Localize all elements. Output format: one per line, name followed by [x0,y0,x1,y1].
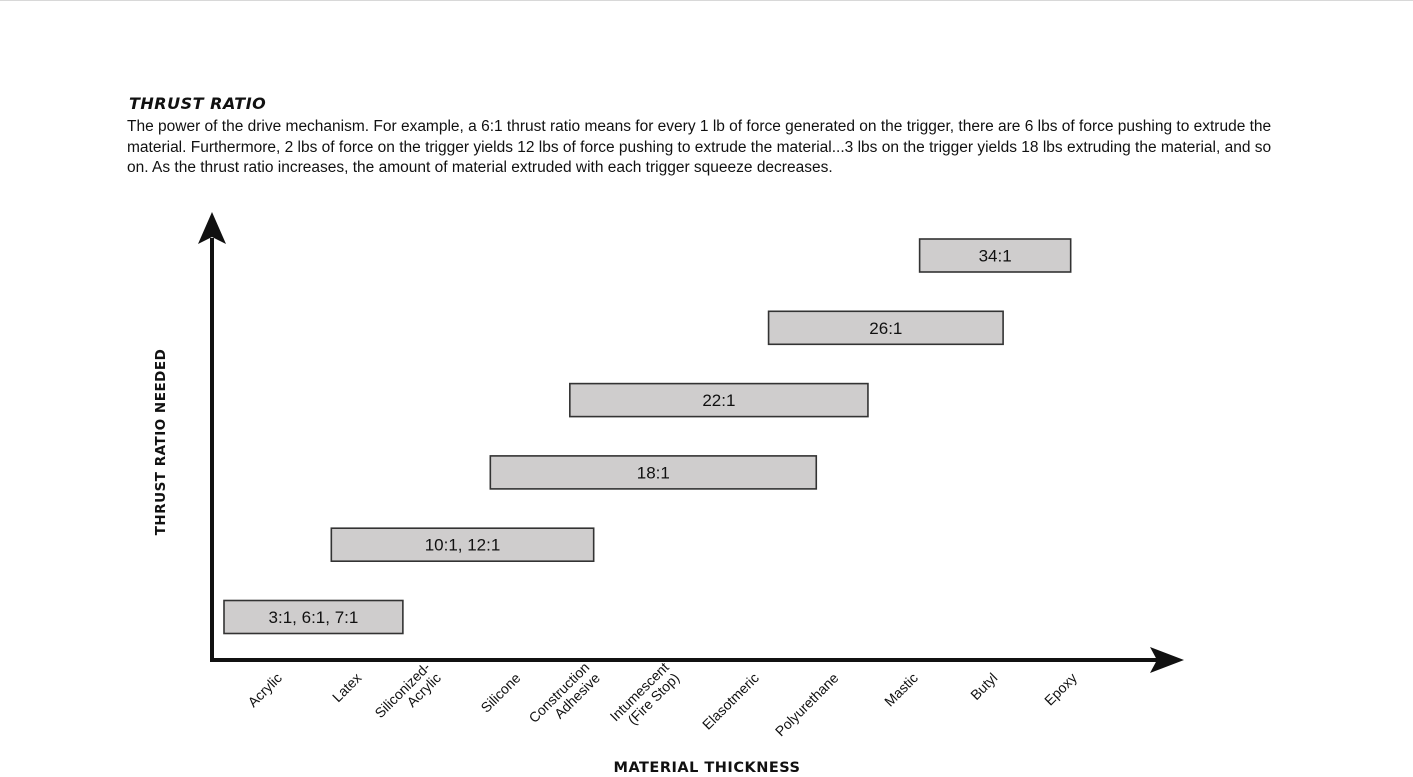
x-tick-label-line: Latex [329,670,365,706]
y-axis-title: THRUST RATIO NEEDED [153,349,169,536]
range-bar-label-1: 3:1, 6:1, 7:1 [269,608,359,627]
page-title: THRUST RATIO [129,94,267,113]
x-tick-label-2: Latex [329,670,365,706]
x-tick-label-line: Acrylic [244,670,284,710]
x-tick-label-line: Polyurethane [772,669,842,739]
range-bar-label-4: 22:1 [702,391,735,410]
x-tick-label-4: Silicone [477,669,523,715]
x-tick-label-line: Butyl [967,670,1000,703]
range-bar-6 [918,238,1072,273]
range-bar-1 [223,599,404,635]
x-tick-label-10: Butyl [967,670,1000,703]
y-axis-arrowhead [198,212,226,244]
range-bar-label-6: 34:1 [979,247,1012,266]
x-axis-arrowhead [1150,647,1184,673]
x-tick-label-6: Intumescent(Fire Stop) [607,659,683,728]
top-divider [0,0,1413,1]
x-axis-title: MATERIAL THICKNESS [614,760,801,776]
x-tick-label-3: Siliconized-Acrylic [371,659,444,721]
x-tick-label-1: Acrylic [244,670,284,710]
x-tick-label-line: Silicone [477,669,523,715]
description-text: The power of the drive mechanism. For ex… [127,118,1272,176]
range-bar-5 [767,310,1004,346]
x-tick-label-8: Polyurethane [772,669,842,739]
range-bar-2 [330,527,595,563]
range-bar-4 [569,382,869,418]
range-bar-label-3: 18:1 [637,463,670,482]
x-tick-label-line: Epoxy [1041,670,1080,709]
range-bar-label-5: 26:1 [869,319,902,338]
x-tick-label-line: Elasotmeric [699,670,762,733]
x-tick-label-9: Mastic [881,670,921,710]
range-bar-3 [489,455,818,490]
x-tick-label-line: Mastic [881,670,921,710]
range-bar-label-2: 10:1, 12:1 [425,536,501,555]
x-tick-label-7: Elasotmeric [699,670,762,733]
x-tick-label-11: Epoxy [1041,670,1080,709]
